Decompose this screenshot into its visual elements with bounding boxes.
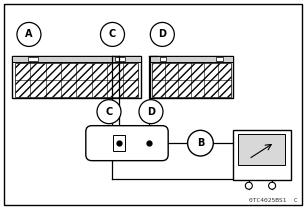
Text: D: D [147, 107, 155, 117]
Bar [151, 63, 231, 97]
Circle shape [17, 22, 41, 46]
Bar [113, 135, 125, 151]
Text: 0TC4025BS1  C: 0TC4025BS1 C [249, 198, 298, 203]
Bar [150, 56, 233, 98]
Text: A: A [25, 29, 33, 40]
FancyBboxPatch shape [86, 126, 168, 161]
Circle shape [188, 130, 213, 156]
Circle shape [100, 22, 125, 46]
Text: D: D [158, 29, 166, 40]
Text: C: C [105, 107, 113, 117]
Bar [233, 130, 291, 180]
Bar [15, 63, 138, 97]
Circle shape [150, 22, 174, 46]
Circle shape [269, 182, 276, 189]
Bar [160, 57, 166, 61]
Bar [28, 57, 38, 61]
Bar [12, 56, 141, 98]
Text: C: C [109, 29, 116, 40]
Bar [238, 134, 285, 165]
Bar [216, 57, 223, 61]
Bar [12, 56, 141, 62]
Bar [150, 56, 233, 62]
Circle shape [245, 182, 252, 189]
Circle shape [97, 100, 121, 124]
Circle shape [139, 100, 163, 124]
Text: B: B [197, 138, 204, 148]
Bar [115, 57, 125, 61]
